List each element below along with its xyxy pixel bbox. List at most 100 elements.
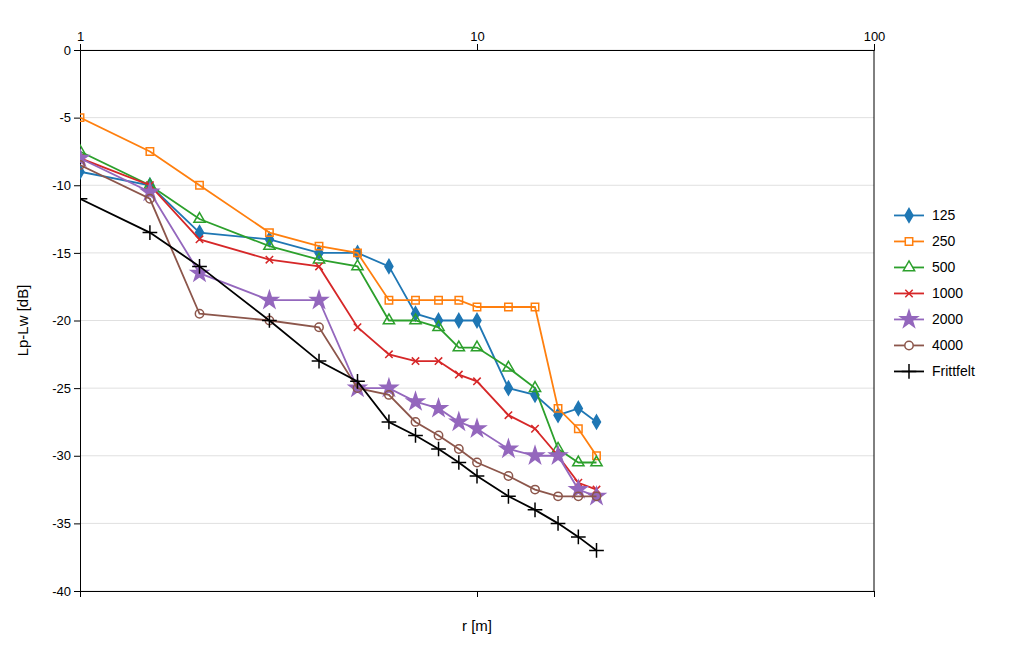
point (531, 425, 538, 432)
point (192, 259, 207, 274)
point (410, 314, 421, 324)
legend-label: Frittfelt (932, 363, 975, 379)
point (261, 291, 278, 307)
tick-mark (74, 523, 80, 524)
point (266, 229, 273, 236)
point (473, 303, 480, 310)
tick-label: -20 (52, 313, 71, 328)
tick: -35 (52, 516, 80, 531)
point (529, 382, 540, 392)
point (468, 420, 485, 436)
tick: -25 (52, 381, 80, 396)
tick (874, 591, 875, 597)
legend-label: 4000 (932, 337, 963, 353)
plot: 0-5-10-15-20-25-30-35-40110100r [m]Lp-Lw… (14, 29, 975, 634)
point (385, 297, 392, 304)
point (450, 413, 467, 429)
point (411, 418, 419, 426)
point (312, 354, 327, 369)
point (262, 313, 277, 328)
tick: -10 (52, 178, 80, 193)
tick: 100 (864, 29, 886, 50)
tick: -40 (52, 584, 80, 599)
tick: -15 (52, 246, 80, 261)
point (505, 303, 512, 310)
tick-mark (74, 185, 80, 186)
tick-mark (80, 591, 81, 597)
point (194, 213, 205, 223)
grid-line (80, 523, 874, 524)
tick-label: 10 (470, 29, 484, 44)
legend-entry: 4000 (894, 337, 963, 353)
point (311, 291, 328, 307)
legend-marker (905, 238, 912, 245)
legend-marker (905, 209, 913, 223)
point (385, 351, 392, 358)
point (470, 469, 485, 484)
frame (874, 50, 875, 591)
marks (80, 114, 605, 558)
point (501, 489, 516, 504)
point (354, 324, 361, 331)
tick-mark (74, 591, 80, 592)
x-axis-title: r [m] (462, 617, 492, 634)
tick-label: -15 (52, 246, 71, 261)
tick-label: -10 (52, 178, 71, 193)
chart: 0-5-10-15-20-25-30-35-40110100r [m]Lp-Lw… (0, 0, 1024, 651)
grid-line (80, 117, 874, 118)
tick: 1 (77, 29, 84, 50)
legend-entry: Frittfelt (894, 363, 975, 379)
point (589, 543, 604, 558)
point (408, 428, 423, 443)
point (451, 455, 466, 470)
point (412, 357, 419, 364)
tick-mark (874, 44, 875, 50)
point (504, 472, 512, 480)
series-line (80, 165, 597, 496)
tick: -5 (59, 110, 80, 125)
point (554, 405, 561, 412)
legend-marker (905, 290, 912, 297)
point (196, 182, 203, 189)
legend-label: 125 (932, 207, 956, 223)
grid-line (80, 388, 874, 389)
tick-label: -5 (59, 110, 71, 125)
tick-mark (74, 388, 80, 389)
y-axis: 0-5-10-15-20-25-30-35-40 (52, 43, 80, 599)
point (350, 374, 365, 389)
tick (80, 591, 81, 597)
y-axis-title: Lp-Lw [dB] (14, 285, 31, 357)
grid-line (80, 252, 874, 253)
point (412, 297, 419, 304)
tick-label: -35 (52, 516, 71, 531)
legend-marker (900, 310, 917, 326)
point (313, 253, 324, 263)
series-line (80, 151, 597, 462)
grid-line (80, 455, 874, 456)
point (431, 442, 446, 457)
point (574, 402, 582, 416)
point (591, 456, 602, 466)
point (592, 492, 600, 500)
tick-mark (74, 118, 80, 119)
legend-entry: 1000 (894, 285, 963, 301)
grid (80, 50, 874, 591)
point (571, 530, 586, 545)
point (315, 323, 323, 331)
point (575, 425, 582, 432)
point (473, 314, 481, 328)
legend-label: 1000 (932, 285, 963, 301)
point (264, 240, 275, 250)
point (551, 516, 566, 531)
point (266, 256, 273, 263)
point (528, 503, 543, 518)
point (146, 195, 154, 203)
legend-entry: 250 (894, 233, 956, 249)
tick-label: -40 (52, 584, 71, 599)
point (574, 492, 582, 500)
legend-label: 250 (932, 233, 956, 249)
tick: -30 (52, 448, 80, 463)
point (504, 381, 512, 395)
legend-label: 2000 (932, 311, 963, 327)
point (531, 303, 538, 310)
